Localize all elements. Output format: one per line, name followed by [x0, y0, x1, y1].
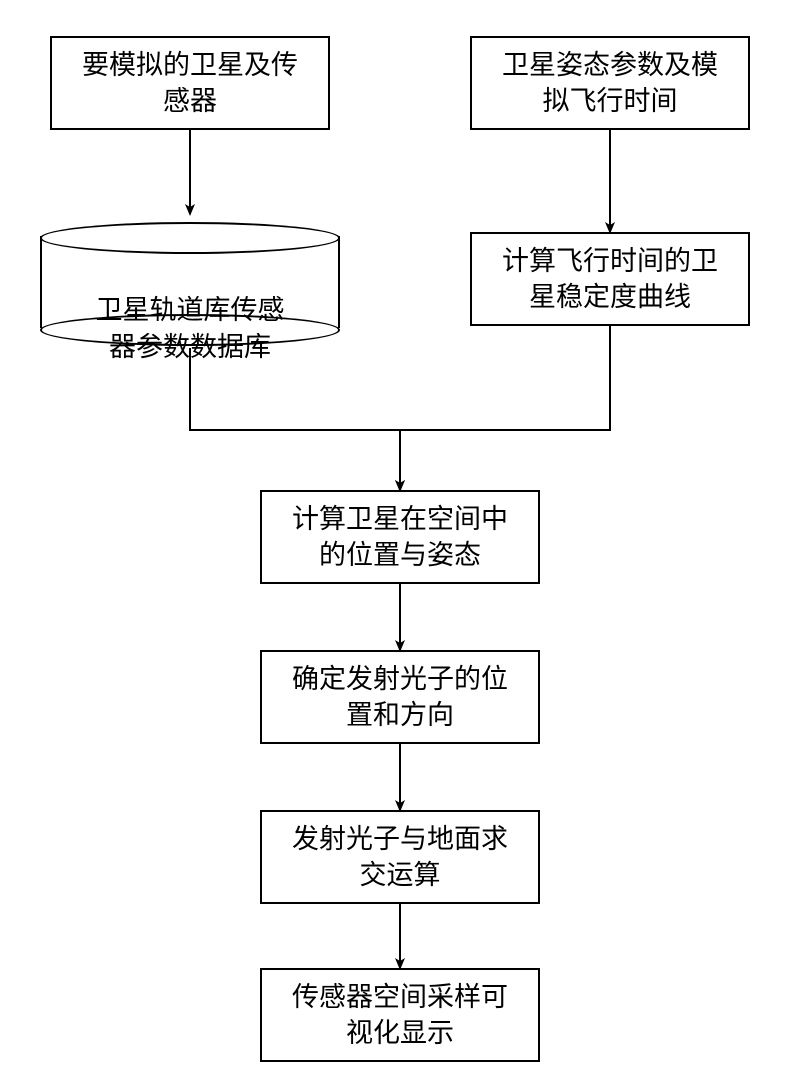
node-satellite-sensor-to-simulate: 要模拟的卫星及传 感器: [50, 36, 330, 130]
node-photon-ground-intersection: 发射光子与地面求 交运算: [260, 810, 540, 904]
node-label: 确定发射光子的位 置和方向: [292, 661, 508, 734]
node-sensor-sampling-visualization: 传感器空间采样可 视化显示: [260, 968, 540, 1062]
node-label: 传感器空间采样可 视化显示: [292, 979, 508, 1052]
node-orbit-sensor-database: 卫星轨道库传感 器参数数据库: [40, 222, 340, 342]
node-label: 卫星轨道库传感 器参数数据库: [96, 295, 285, 361]
node-label: 要模拟的卫星及传 感器: [82, 47, 298, 120]
node-label: 发射光子与地面求 交运算: [292, 821, 508, 894]
node-label: 计算飞行时间的卫 星稳定度曲线: [502, 243, 718, 316]
node-attitude-params-flight-time: 卫星姿态参数及模 拟飞行时间: [470, 36, 750, 130]
node-label: 卫星姿态参数及模 拟飞行时间: [502, 47, 718, 120]
node-compute-stability-curve: 计算飞行时间的卫 星稳定度曲线: [470, 232, 750, 326]
node-label: 计算卫星在空间中 的位置与姿态: [292, 501, 508, 574]
node-compute-position-attitude: 计算卫星在空间中 的位置与姿态: [260, 490, 540, 584]
node-determine-photon-pos-dir: 确定发射光子的位 置和方向: [260, 650, 540, 744]
